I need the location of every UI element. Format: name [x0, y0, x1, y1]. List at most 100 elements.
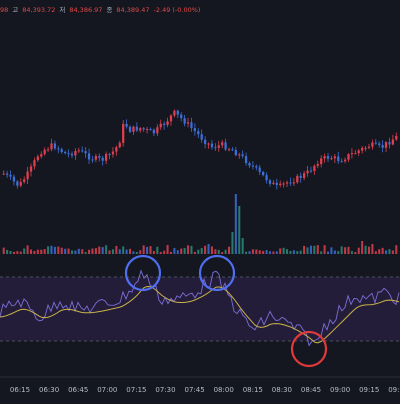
volume-bar	[19, 251, 22, 254]
candle	[238, 152, 241, 159]
candle-body	[265, 175, 268, 181]
volume-bar	[128, 248, 132, 254]
candle-body	[296, 175, 299, 183]
volume-bar	[9, 250, 12, 254]
candle-body	[313, 165, 316, 172]
candle	[343, 157, 347, 164]
volume-bar	[105, 245, 108, 254]
volume-bar	[214, 249, 217, 254]
candle-body	[326, 156, 330, 159]
candle	[132, 125, 135, 135]
time-axis-label: 07:15	[126, 386, 146, 394]
candle	[371, 139, 374, 150]
candle	[279, 180, 282, 188]
candle	[173, 109, 176, 118]
candle-body	[361, 147, 364, 151]
volume-bar	[26, 245, 29, 254]
candle	[231, 147, 234, 152]
candle-body	[94, 156, 98, 160]
candle-body	[367, 146, 371, 148]
candle	[244, 152, 248, 166]
annotation-markers	[124, 254, 328, 368]
volume-bar	[190, 245, 193, 254]
candle	[125, 119, 128, 129]
candle	[9, 170, 12, 180]
candle-body	[350, 153, 354, 155]
volume-bar	[258, 250, 261, 254]
volume-bar	[77, 248, 80, 254]
time-axis-label: 06:15	[10, 386, 30, 394]
volume-bar	[309, 245, 312, 254]
volume-bar	[326, 251, 330, 254]
candle-body	[180, 114, 183, 119]
candle	[333, 153, 336, 163]
volume-bar	[395, 245, 398, 254]
candle-body	[70, 153, 74, 156]
candle-body	[81, 150, 84, 152]
candle	[111, 147, 115, 158]
candle-body	[5, 173, 9, 175]
candle	[227, 147, 231, 152]
red-circle	[290, 330, 328, 368]
candle	[33, 157, 36, 170]
candle-body	[29, 166, 33, 172]
candle-body	[186, 122, 190, 124]
candle	[214, 143, 217, 151]
candle-body	[9, 174, 12, 177]
candle	[74, 148, 77, 160]
volume-bar	[289, 250, 292, 254]
candle-body	[200, 134, 203, 140]
volume-bar	[296, 251, 299, 254]
volume-bar	[381, 247, 384, 254]
candle	[98, 153, 101, 162]
candle	[241, 150, 244, 159]
volume-bar	[111, 249, 114, 254]
volume-bar	[23, 248, 26, 254]
candle	[94, 153, 98, 163]
volume-bar	[248, 251, 251, 254]
volume-bar	[108, 250, 111, 254]
volume-bar	[94, 248, 97, 254]
time-axis-label: 07:45	[185, 386, 205, 394]
candle-body	[381, 145, 384, 148]
volume-bar	[350, 251, 353, 254]
candle-body	[207, 143, 210, 145]
time-axis-label: 08:30	[272, 386, 292, 394]
candle-body	[340, 161, 343, 163]
candle-body	[183, 118, 186, 124]
candle	[29, 163, 33, 177]
candle-body	[23, 179, 26, 182]
candle-body	[40, 154, 43, 157]
oscillator-line	[0, 269, 400, 347]
time-axis-label: 09:30	[388, 386, 400, 394]
volume-bar	[385, 250, 388, 254]
volume-bar	[371, 244, 374, 254]
candle	[115, 145, 118, 156]
volume-bar	[388, 249, 391, 254]
volume-bar	[344, 247, 347, 254]
candle-body	[258, 167, 261, 172]
volume-bar	[187, 245, 190, 254]
ohlc-low-value: 84,386.97	[69, 6, 103, 14]
volume-bar	[231, 232, 234, 254]
candle	[19, 178, 22, 188]
candle-body	[388, 142, 391, 145]
volume-bar	[234, 194, 237, 254]
candle-body	[43, 149, 46, 155]
candle-body	[33, 160, 36, 167]
volume-bar	[74, 250, 77, 254]
volume-bar	[67, 248, 70, 254]
candle	[2, 170, 5, 176]
candle	[268, 178, 272, 187]
candle-body	[169, 115, 173, 122]
candle	[40, 151, 43, 159]
oscillator-band	[0, 277, 400, 341]
candle	[169, 114, 173, 126]
volume-bar	[132, 251, 135, 254]
volume-bar	[16, 251, 19, 254]
candle	[193, 123, 197, 136]
candle-body	[248, 163, 251, 166]
volume-bar	[36, 249, 39, 254]
